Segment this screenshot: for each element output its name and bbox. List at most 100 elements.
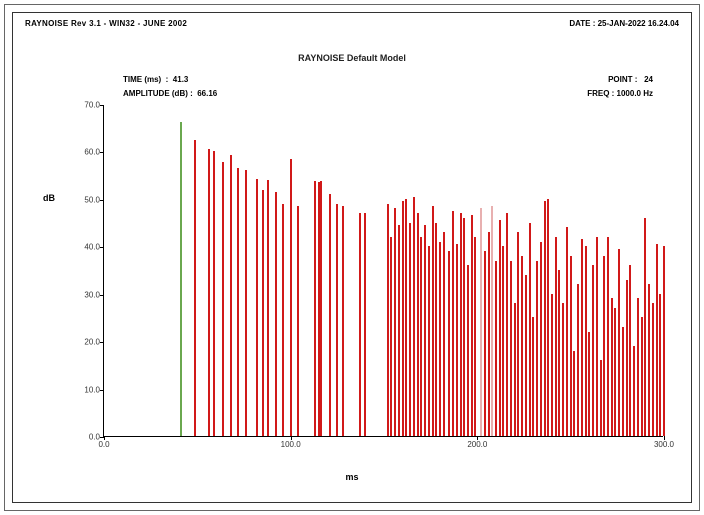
echogram-bar xyxy=(592,265,594,436)
echogram-bar xyxy=(611,298,613,436)
echogram-bar xyxy=(562,303,564,436)
echogram-bar xyxy=(387,204,389,436)
y-tick xyxy=(100,342,104,343)
echogram-bar xyxy=(663,246,665,436)
echogram-bar xyxy=(544,201,546,436)
echogram-bar xyxy=(588,332,590,436)
echogram-bar xyxy=(480,208,482,436)
chart-frame: RAYNOISE Rev 3.1 - WIN32 - JUNE 2002 DAT… xyxy=(12,12,692,503)
echogram-bar xyxy=(262,190,264,436)
echogram-bar xyxy=(558,270,560,436)
echogram-bar xyxy=(637,298,639,436)
echogram-bar xyxy=(443,232,445,436)
echogram-bar xyxy=(398,225,400,436)
info-time: TIME (ms) : 41.3 xyxy=(123,75,188,84)
echogram-bar xyxy=(237,168,239,436)
echogram-bar xyxy=(517,232,519,436)
echogram-bar xyxy=(417,213,419,436)
y-axis-title: dB xyxy=(43,193,55,203)
echogram-bar xyxy=(596,237,598,436)
echogram-bar xyxy=(585,246,587,436)
y-tick-label: 50.0 xyxy=(84,195,100,204)
echogram-bar xyxy=(600,360,602,436)
echogram-bar xyxy=(208,149,210,436)
echogram-bar xyxy=(275,192,277,436)
echogram-bar xyxy=(435,223,437,436)
echogram-bar xyxy=(499,220,501,436)
echogram-bar xyxy=(532,317,534,436)
echogram-bar xyxy=(529,223,531,436)
info-amplitude: AMPLITUDE (dB) : 66.16 xyxy=(123,89,217,98)
y-tick-label: 30.0 xyxy=(84,290,100,299)
echogram-bar xyxy=(456,244,458,436)
echogram-bar xyxy=(297,206,299,436)
echogram-bar xyxy=(194,140,196,436)
echogram-bar xyxy=(510,261,512,436)
echogram-bar xyxy=(432,206,434,436)
echogram-bar xyxy=(180,122,182,436)
echogram-bar xyxy=(536,261,538,436)
echogram-bar xyxy=(581,239,583,436)
echogram-bar xyxy=(629,265,631,436)
echogram-bar xyxy=(566,227,568,436)
echogram-bar xyxy=(256,179,258,436)
echogram-bar xyxy=(342,206,344,436)
echogram-bar xyxy=(463,218,465,436)
plot-area: 0.010.020.030.040.050.060.070.00.0100.02… xyxy=(103,105,663,437)
echogram-bar xyxy=(573,351,575,436)
echogram-bar xyxy=(336,204,338,436)
echogram-bar xyxy=(405,199,407,436)
echogram-bar xyxy=(424,225,426,436)
echogram-bar xyxy=(525,275,527,436)
echogram-bar xyxy=(540,242,542,436)
echogram-bar xyxy=(267,180,269,436)
echogram-bar xyxy=(484,251,486,436)
echogram-bar xyxy=(439,242,441,436)
header-date: DATE : 25-JAN-2022 16.24.04 xyxy=(569,19,679,28)
echogram-bar xyxy=(622,327,624,436)
header-software-version: RAYNOISE Rev 3.1 - WIN32 - JUNE 2002 xyxy=(25,19,187,28)
echogram-bar xyxy=(460,213,462,436)
x-tick-label: 300.0 xyxy=(654,440,674,449)
y-tick-label: 40.0 xyxy=(84,243,100,252)
echogram-bar xyxy=(452,211,454,436)
echogram-bar xyxy=(364,213,366,436)
echogram-bar xyxy=(409,223,411,436)
y-tick xyxy=(100,105,104,106)
echogram-bar xyxy=(359,213,361,436)
echogram-bar xyxy=(213,151,215,436)
echogram-bar xyxy=(320,181,322,436)
y-tick xyxy=(100,152,104,153)
echogram-bar xyxy=(626,280,628,437)
echogram-bar xyxy=(551,294,553,436)
echogram-bar xyxy=(245,170,247,436)
echogram-bar xyxy=(570,256,572,436)
echogram-bar xyxy=(390,237,392,436)
echogram-bar xyxy=(577,284,579,436)
y-tick xyxy=(100,247,104,248)
echogram-bar xyxy=(614,308,616,436)
echogram-bar xyxy=(467,265,469,436)
y-tick xyxy=(100,295,104,296)
echogram-bar xyxy=(521,256,523,436)
echogram-bar xyxy=(506,213,508,436)
echogram-bar xyxy=(547,199,549,436)
y-tick xyxy=(100,200,104,201)
echogram-bar xyxy=(290,159,292,436)
echogram-bar xyxy=(641,317,643,436)
echogram-bar xyxy=(644,218,646,436)
echogram-bar xyxy=(514,303,516,436)
echogram-bar xyxy=(633,346,635,436)
echogram-bar xyxy=(420,237,422,436)
info-frequency: FREQ : 1000.0 Hz xyxy=(587,89,653,98)
echogram-bar xyxy=(428,246,430,436)
echogram-bar xyxy=(394,208,396,436)
echogram-bar xyxy=(502,246,504,436)
echogram-bar xyxy=(448,251,450,436)
y-tick-label: 70.0 xyxy=(84,101,100,110)
x-tick-label: 200.0 xyxy=(467,440,487,449)
echogram-bar xyxy=(488,232,490,436)
y-tick xyxy=(100,390,104,391)
x-axis-title: ms xyxy=(345,472,358,482)
echogram-bar xyxy=(471,215,473,436)
